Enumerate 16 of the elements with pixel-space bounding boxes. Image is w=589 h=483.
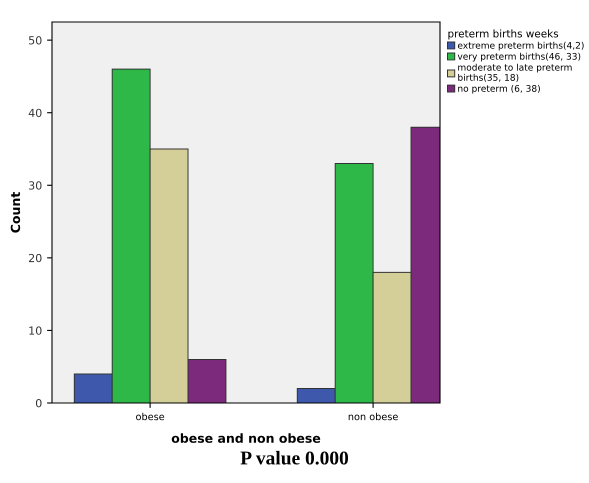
legend-label: extreme preterm births(4,2) <box>458 42 584 50</box>
y-tick-label: 20 <box>28 254 42 262</box>
legend-label: no preterm (6, 38) <box>458 84 540 94</box>
y-tick-label: 10 <box>29 326 42 335</box>
legend-label: very preterm births(46, 33) <box>458 52 580 62</box>
x-tick-label: non obese <box>348 412 398 420</box>
y-tick-label: 0 <box>36 398 42 408</box>
legend-title: preterm births weeks <box>448 29 558 40</box>
y-tick-label: 30 <box>28 181 42 190</box>
legend-label: moderate to late preterm births(35, 18) <box>458 64 572 82</box>
x-tick-label: obese <box>136 412 164 420</box>
y-tick-label: 50 <box>28 36 42 45</box>
y-axis-title: Count <box>10 192 20 233</box>
y-tick-label: 40 <box>28 108 42 118</box>
x-axis-title: obese and non obese <box>172 433 320 443</box>
text: P value 0.000 <box>240 450 348 465</box>
